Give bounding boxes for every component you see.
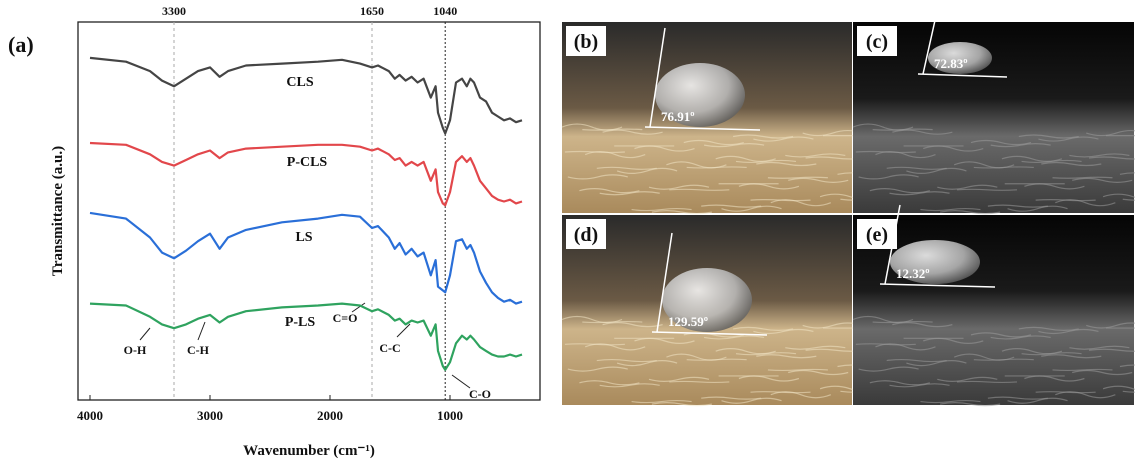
x-tick-label: 1000 [437,408,463,423]
x-tick-label: 3000 [197,408,223,423]
contact-angle: 76.91º [661,109,695,124]
series-label: CLS [286,75,313,90]
arrow [140,328,150,340]
series-label: P-LS [285,315,316,330]
photo: 76.91º (b) [562,22,900,214]
x-axis-label: Wavenumber (cm⁻¹) [243,443,375,459]
panel-label: (e) [866,224,888,246]
arrow [452,375,470,388]
spectrum-line [90,304,522,370]
panel-label: (b) [574,31,598,53]
x-tick-label: 4000 [77,408,103,423]
photo: 72.83º (c) [853,7,1135,214]
panel-label: (a) [8,32,34,57]
photo: 129.59º (d) [562,215,900,406]
figure-svg: (a) Wavenumber (cm⁻¹) Transmittance (a.u… [0,0,1135,465]
reference-label: 1650 [360,4,384,18]
peak-annotation: C-O [469,387,491,401]
reference-label: 1040 [433,4,457,18]
spectrum-line [90,58,522,134]
arrow [397,324,410,337]
arrow [198,322,205,340]
figure: (a) Wavenumber (cm⁻¹) Transmittance (a.u… [0,0,1135,465]
panel-label: (c) [866,31,888,53]
series-label: P-CLS [287,155,328,170]
contact-angle: 72.83º [934,56,968,71]
photo: 12.32º (e) [853,205,1135,406]
peak-annotation: O-H [124,343,147,357]
x-tick-label: 2000 [317,408,343,423]
peak-annotation: C-H [187,343,210,357]
y-axis-label: Transmittance (a.u.) [50,146,66,276]
peak-annotation: C-C [379,341,400,355]
spectrum-line [90,213,522,304]
spectrum-line [90,143,522,205]
series-label: LS [295,230,312,245]
contact-angle: 12.32º [896,266,930,281]
panel-label: (d) [574,224,598,246]
reference-label: 3300 [162,4,186,18]
peak-annotation: C=O [333,311,358,325]
contact-angle: 129.59º [668,314,708,329]
